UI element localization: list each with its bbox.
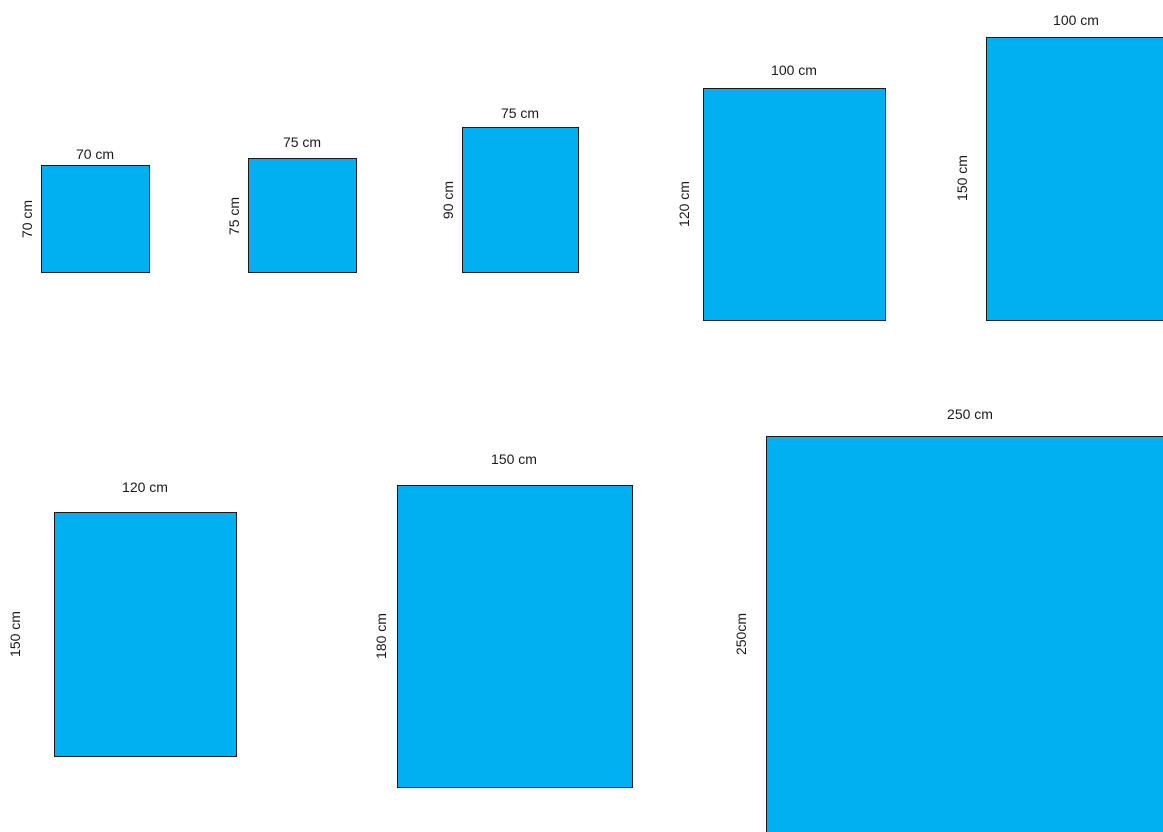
panel-100x150 [986,37,1163,321]
panel-75x90-width-label: 75 cm [500,105,540,121]
panel-120x150-height-label: 150 cm [7,611,23,657]
panel-250x250 [766,436,1163,832]
panel-70x70-height-label: 70 cm [19,199,35,239]
panel-75x75-width-label: 75 cm [282,134,322,150]
panel-75x75-height-label: 75 cm [226,196,242,236]
panel-75x75 [248,158,357,273]
panel-120x150-width-label: 120 cm [122,479,168,495]
panel-150x180 [397,485,633,788]
panel-100x120-width-label: 100 cm [771,62,817,78]
panel-75x90 [462,127,579,273]
panel-100x150-height-label: 150 cm [954,155,970,201]
panel-120x150 [54,512,237,757]
panel-100x150-width-label: 100 cm [1053,12,1099,28]
panel-70x70 [41,165,150,273]
panel-100x120 [703,88,886,321]
panel-150x180-height-label: 180 cm [373,613,389,659]
panel-250x250-height-label: 250cm [733,612,749,656]
panel-70x70-width-label: 70 cm [75,146,115,162]
panel-250x250-width-label: 250 cm [947,406,993,422]
panel-150x180-width-label: 150 cm [491,451,537,467]
panel-100x120-height-label: 120 cm [676,181,692,227]
panel-75x90-height-label: 90 cm [440,180,456,220]
